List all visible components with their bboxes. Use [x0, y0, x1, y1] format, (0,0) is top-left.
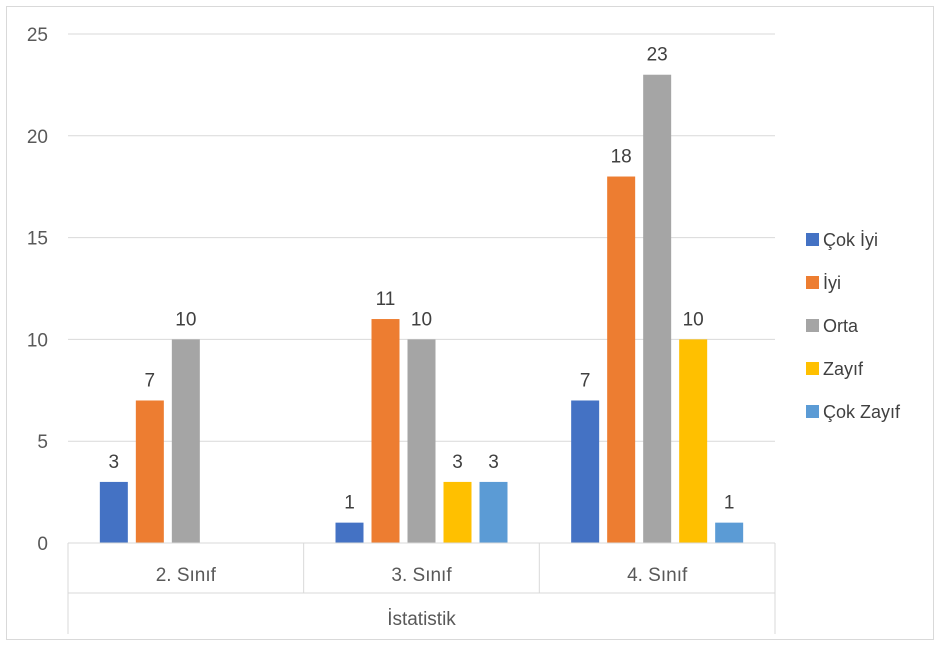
- data-label: 7: [145, 370, 156, 391]
- x-axis-categories: 2. Sınıf 3. Sınıf 4. Sınıf: [156, 565, 688, 586]
- bars: [99, 74, 744, 543]
- data-label: 11: [376, 289, 396, 310]
- bar: [479, 481, 508, 543]
- bar: [335, 522, 364, 543]
- y-tick-label: 5: [37, 432, 48, 453]
- legend-label: Çok Zayıf: [823, 402, 901, 422]
- bar: [607, 176, 636, 543]
- y-axis-ticks: 0 5 10 15 20 25: [27, 25, 48, 555]
- data-label: 3: [109, 452, 120, 473]
- legend-label: Çok İyi: [823, 230, 878, 250]
- bar: [371, 319, 400, 543]
- y-tick-label: 15: [27, 229, 48, 250]
- bar: [407, 339, 436, 543]
- bar: [679, 339, 708, 543]
- data-label: 23: [647, 45, 668, 66]
- legend-label: İyi: [823, 273, 841, 293]
- legend-label: Zayıf: [823, 359, 864, 379]
- data-label: 3: [452, 452, 463, 473]
- x-category-label: 2. Sınıf: [156, 565, 217, 586]
- bar: [715, 522, 744, 543]
- y-tick-label: 20: [27, 127, 48, 148]
- bar: [99, 481, 128, 543]
- x-category-label: 3. Sınıf: [391, 565, 452, 586]
- legend-swatch: [806, 276, 819, 289]
- y-tick-label: 0: [37, 534, 48, 555]
- y-tick-label: 25: [27, 25, 48, 46]
- data-label: 3: [488, 452, 499, 473]
- data-label: 10: [411, 309, 432, 330]
- x-category-label: 4. Sınıf: [627, 565, 688, 586]
- legend-swatch: [806, 362, 819, 375]
- bar: [443, 481, 472, 543]
- bar: [135, 400, 164, 543]
- data-label: 10: [683, 309, 704, 330]
- data-label: 1: [344, 493, 355, 514]
- legend: Çok İyi İyi Orta Zayıf Çok Zayıf: [806, 230, 901, 422]
- bar: [171, 339, 200, 543]
- legend-swatch: [806, 405, 819, 418]
- legend-swatch: [806, 233, 819, 246]
- bar: [571, 400, 600, 543]
- data-label: 18: [611, 147, 632, 168]
- data-label: 10: [175, 309, 196, 330]
- data-label: 7: [580, 370, 591, 391]
- legend-swatch: [806, 319, 819, 332]
- data-label: 1: [724, 493, 735, 514]
- y-tick-label: 10: [27, 330, 48, 351]
- x-axis: [67, 542, 776, 634]
- x-axis-group-label: İstatistik: [387, 609, 456, 630]
- legend-label: Orta: [823, 316, 859, 336]
- bar: [643, 74, 672, 543]
